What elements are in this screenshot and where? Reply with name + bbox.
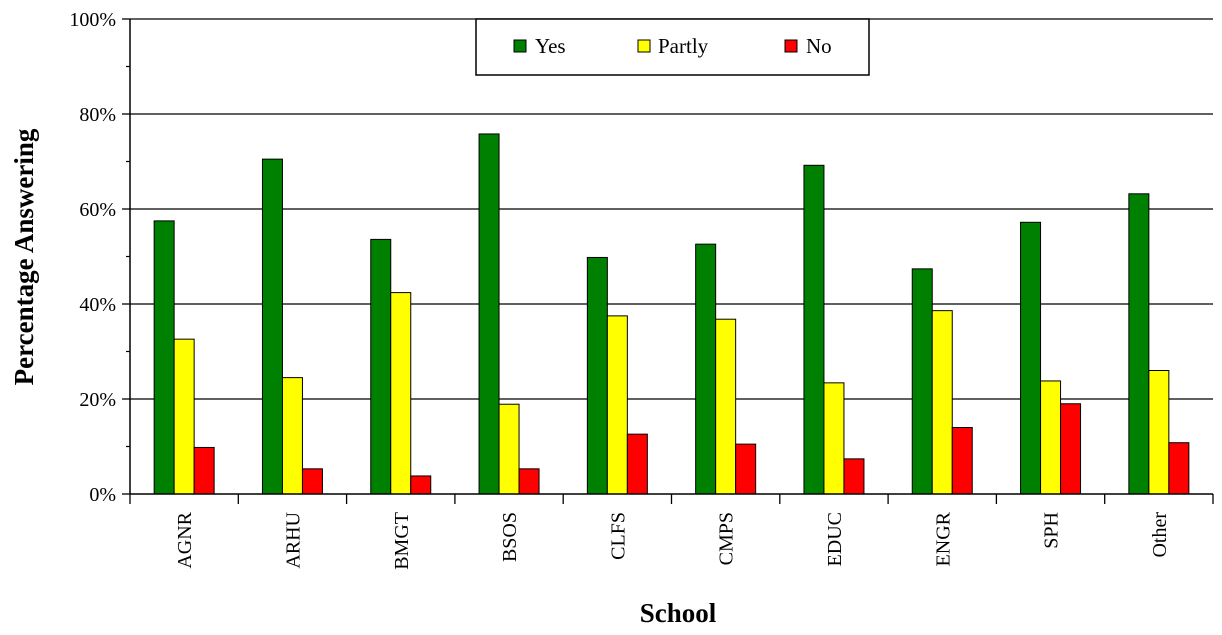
bar-no-sph — [1060, 403, 1082, 495]
bar-no-arhu — [301, 468, 323, 495]
bar-partly-arhu — [281, 377, 303, 495]
legend-swatch-yes — [513, 39, 527, 53]
y-tick-label: 0% — [89, 484, 116, 506]
bar-yes-sph — [1020, 221, 1042, 495]
legend-swatch-no — [784, 39, 798, 53]
bar-no-clfs — [626, 433, 648, 495]
bar-yes-agnr — [153, 220, 175, 495]
bar-partly-other — [1148, 370, 1170, 495]
legend: Yes Partly No — [475, 18, 870, 76]
bar-partly-bmgt — [390, 292, 412, 495]
x-tick-label: BSOS — [499, 512, 521, 562]
bar-yes-arhu — [261, 158, 283, 495]
bar-partly-clfs — [606, 315, 628, 495]
y-tick-label: 40% — [79, 294, 116, 316]
bar-partly-cmps — [715, 318, 737, 495]
bar-yes-engr — [911, 268, 933, 495]
bar-no-educ — [843, 458, 865, 495]
x-tick-labels: AGNR ARHU BMGT BSOS CLFS CMPS EDUC ENGR SPH Other — [174, 511, 1171, 569]
x-tick-label: SPH — [1041, 512, 1063, 549]
bar-no-cmps — [735, 443, 757, 495]
y-tick-label: 60% — [79, 199, 116, 221]
bar-yes-educ — [803, 164, 825, 495]
bar-no-engr — [951, 427, 973, 495]
bar-partly-agnr — [173, 338, 195, 495]
bar-partly-educ — [823, 382, 845, 495]
y-tick-label: 80% — [79, 104, 116, 126]
bar-yes-clfs — [586, 256, 608, 495]
x-tick-label: EDUC — [824, 512, 846, 566]
x-tick-label: CMPS — [716, 512, 738, 565]
x-tick-label: BMGT — [391, 512, 413, 570]
bar-no-bmgt — [410, 475, 432, 495]
x-tick-label: AGNR — [174, 511, 196, 568]
legend-box — [475, 18, 870, 76]
bar-no-bsos — [518, 468, 540, 495]
x-axis-title: School — [640, 598, 717, 628]
x-tick-label: ENGR — [932, 511, 954, 566]
bar-partly-engr — [931, 310, 953, 495]
bar-yes-cmps — [695, 243, 717, 495]
bar-yes-bmgt — [370, 238, 392, 495]
axes — [122, 18, 1214, 504]
legend-label-no: No — [806, 34, 832, 58]
bar-partly-sph — [1040, 380, 1062, 495]
bar-no-other — [1168, 442, 1190, 495]
x-tick-label: Other — [1149, 512, 1171, 558]
y-tick-label: 20% — [79, 389, 116, 411]
bar-yes-bsos — [478, 133, 500, 495]
bar-partly-bsos — [498, 403, 520, 495]
legend-swatch-partly — [637, 39, 651, 53]
y-tick-labels: 0% 20% 40% 60% 80% 100% — [69, 9, 116, 506]
x-tick-label: CLFS — [607, 512, 629, 560]
bar-no-agnr — [193, 446, 215, 495]
bar-yes-other — [1128, 193, 1150, 495]
y-tick-label: 100% — [69, 9, 116, 31]
x-tick-label: ARHU — [282, 511, 304, 568]
y-axis-title: Percentage Answering — [9, 128, 39, 385]
legend-label-yes: Yes — [535, 34, 566, 58]
legend-label-partly: Partly — [658, 34, 709, 58]
